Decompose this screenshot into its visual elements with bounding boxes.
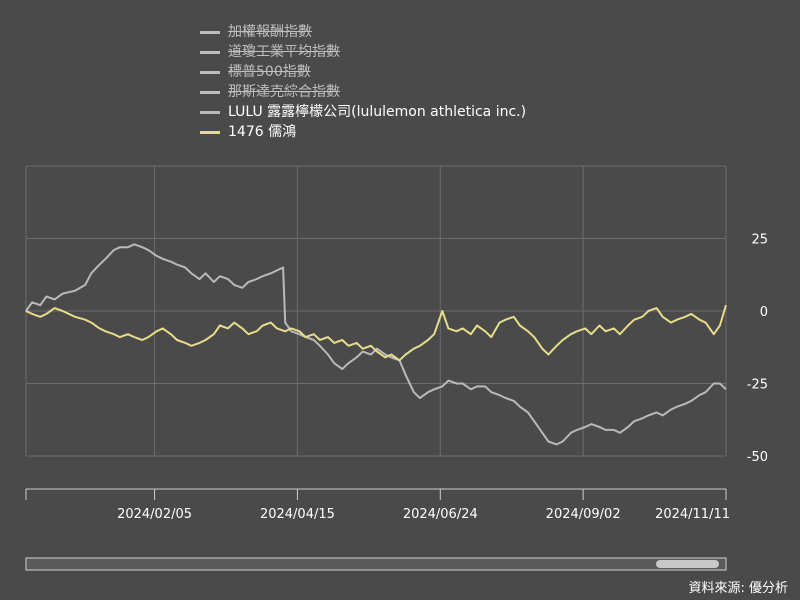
legend-label: 標普500指數 [228,64,311,80]
legend-label: 1476 儒鴻 [228,124,297,140]
series-line-lulu [25,243,727,446]
x-tick-label: 2024/09/02 [546,507,621,522]
y-tick-label: 0 [760,305,768,320]
data-source-label: 資料來源: 優分析 [688,581,788,596]
x-tick-label: 2024/11/11 [655,507,730,522]
y-tick-label: -50 [747,450,768,465]
y-tick-label: 25 [751,233,768,248]
legend-item[interactable]: 那斯達克綜合指數 [200,82,526,102]
legend-swatch [200,130,220,134]
legend-label: LULU 露露檸檬公司(lululemon athletica inc.) [228,104,527,120]
y-tick-label: -25 [747,378,768,393]
x-tick-label: 2024/02/05 [117,507,192,522]
legend-label: 道瓊工業平均指數 [228,44,340,60]
legend-label: 那斯達克綜合指數 [228,84,340,100]
legend-item[interactable]: 道瓊工業平均指數 [200,42,526,62]
legend-item[interactable]: 標普500指數 [200,62,526,82]
x-tick-label: 2024/04/15 [260,507,335,522]
legend-swatch [200,30,220,34]
legend-swatch [200,110,220,114]
legend-swatch [200,70,220,74]
legend-item[interactable]: 加權報酬指數 [200,22,526,42]
legend-label: 加權報酬指數 [228,24,312,40]
range-scrollbar-track[interactable] [25,557,727,571]
legend-swatch [200,50,220,54]
legend-swatch [200,90,220,94]
chart-legend: 加權報酬指數道瓊工業平均指數 標普500指數那斯達克綜合指數 LULU 露露檸檬公司… [200,22,526,142]
range-scrollbar-thumb[interactable] [656,560,719,568]
legend-item[interactable]: 1476 儒鴻 [200,122,526,142]
series-line-1476 [25,304,727,362]
legend-item[interactable]: LULU 露露檸檬公司(lululemon athletica inc.) [200,102,526,122]
x-tick-label: 2024/06/24 [403,507,478,522]
